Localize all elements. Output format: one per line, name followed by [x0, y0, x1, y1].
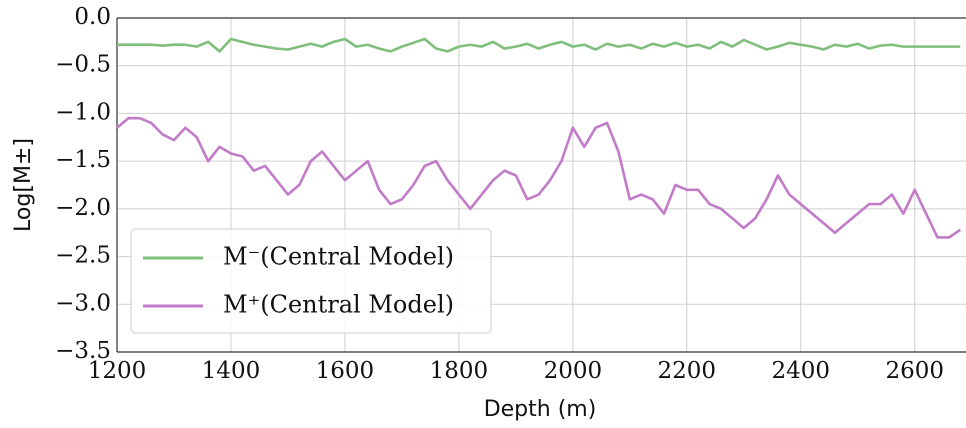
y-tick-label: −0.5: [55, 52, 111, 78]
x-tick-label: 1400: [202, 358, 261, 384]
y-tick-label: −3.5: [55, 338, 111, 364]
x-tick-label: 1200: [88, 358, 147, 384]
x-tick-label: 1800: [430, 358, 489, 384]
x-axis-label: Depth (m): [484, 397, 597, 422]
x-tick-label: 2000: [544, 358, 603, 384]
x-tick-label: 2400: [771, 358, 830, 384]
y-tick-label: −2.0: [55, 195, 111, 221]
x-tick-label: 2600: [885, 358, 944, 384]
x-tick-label: 1600: [316, 358, 375, 384]
y-axis-label: Log[M±]: [11, 138, 36, 232]
y-tick-label: 0.0: [74, 4, 111, 30]
y-tick-label: −1.0: [55, 99, 111, 125]
legend-box: [130, 228, 492, 334]
y-tick-label: −3.0: [55, 290, 111, 316]
data-line: [116, 116, 962, 239]
legend-label: M⁻(Central Model): [223, 243, 454, 271]
legend-label: M⁺(Central Model): [223, 291, 454, 319]
data-line: [117, 37, 961, 53]
legend: M⁻(Central Model) M⁺(Central Model): [130, 228, 492, 334]
x-tick-label: 2200: [658, 358, 717, 384]
y-tick-label: −2.5: [55, 243, 111, 269]
y-tick-label: −1.5: [55, 147, 111, 173]
